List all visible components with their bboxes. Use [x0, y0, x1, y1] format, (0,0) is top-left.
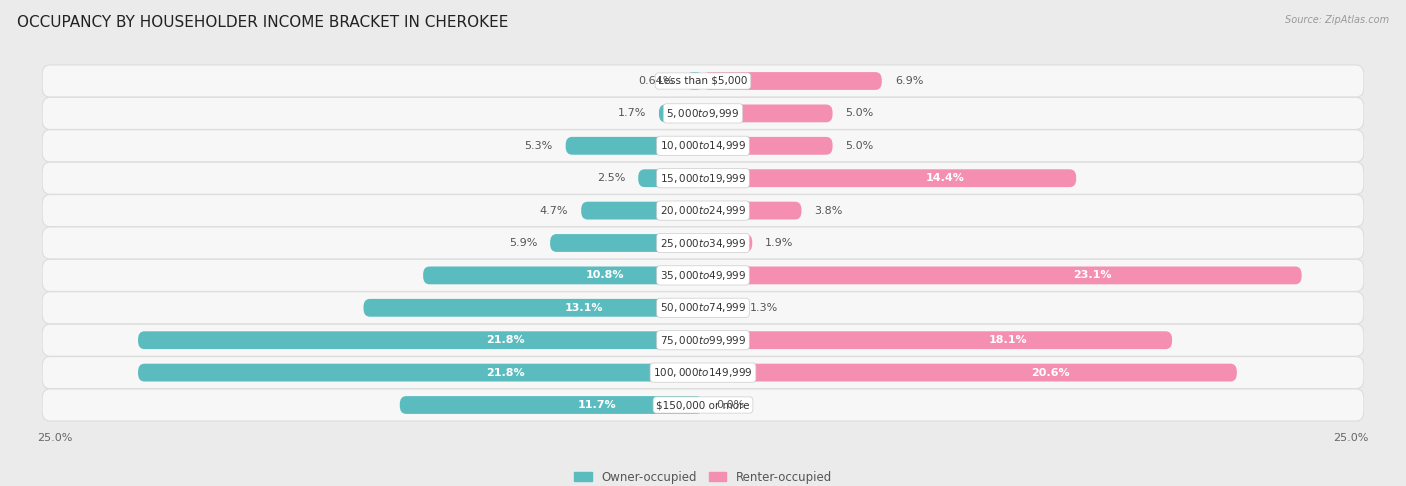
FancyBboxPatch shape: [659, 104, 703, 122]
Text: 6.9%: 6.9%: [894, 76, 924, 86]
FancyBboxPatch shape: [42, 389, 1364, 421]
FancyBboxPatch shape: [138, 331, 703, 349]
Text: 20.6%: 20.6%: [1031, 367, 1070, 378]
FancyBboxPatch shape: [703, 266, 1302, 284]
Text: 18.1%: 18.1%: [988, 335, 1028, 345]
Text: 3.8%: 3.8%: [814, 206, 842, 216]
FancyBboxPatch shape: [703, 331, 1173, 349]
FancyBboxPatch shape: [42, 65, 1364, 97]
Text: 4.7%: 4.7%: [540, 206, 568, 216]
Text: 5.9%: 5.9%: [509, 238, 537, 248]
Legend: Owner-occupied, Renter-occupied: Owner-occupied, Renter-occupied: [569, 466, 837, 486]
FancyBboxPatch shape: [703, 299, 737, 317]
FancyBboxPatch shape: [703, 104, 832, 122]
Text: 5.0%: 5.0%: [845, 108, 873, 119]
FancyBboxPatch shape: [42, 194, 1364, 226]
FancyBboxPatch shape: [638, 169, 703, 187]
Text: $75,000 to $99,999: $75,000 to $99,999: [659, 334, 747, 347]
FancyBboxPatch shape: [42, 292, 1364, 324]
Text: $10,000 to $14,999: $10,000 to $14,999: [659, 139, 747, 152]
Text: 1.7%: 1.7%: [617, 108, 645, 119]
Text: 5.0%: 5.0%: [845, 141, 873, 151]
FancyBboxPatch shape: [686, 72, 703, 90]
Text: 21.8%: 21.8%: [486, 367, 524, 378]
Text: OCCUPANCY BY HOUSEHOLDER INCOME BRACKET IN CHEROKEE: OCCUPANCY BY HOUSEHOLDER INCOME BRACKET …: [17, 15, 508, 30]
FancyBboxPatch shape: [565, 137, 703, 155]
Text: $25,000 to $34,999: $25,000 to $34,999: [659, 237, 747, 249]
Text: 5.3%: 5.3%: [524, 141, 553, 151]
Text: $50,000 to $74,999: $50,000 to $74,999: [659, 301, 747, 314]
Text: 13.1%: 13.1%: [565, 303, 603, 313]
FancyBboxPatch shape: [703, 234, 752, 252]
Text: 21.8%: 21.8%: [486, 335, 524, 345]
FancyBboxPatch shape: [703, 202, 801, 220]
Text: 14.4%: 14.4%: [927, 173, 965, 183]
Text: 0.0%: 0.0%: [716, 400, 744, 410]
Text: $15,000 to $19,999: $15,000 to $19,999: [659, 172, 747, 185]
Text: 10.8%: 10.8%: [586, 270, 624, 280]
Text: Source: ZipAtlas.com: Source: ZipAtlas.com: [1285, 15, 1389, 25]
FancyBboxPatch shape: [42, 130, 1364, 162]
Text: $100,000 to $149,999: $100,000 to $149,999: [654, 366, 752, 379]
Text: $35,000 to $49,999: $35,000 to $49,999: [659, 269, 747, 282]
FancyBboxPatch shape: [550, 234, 703, 252]
FancyBboxPatch shape: [138, 364, 703, 382]
FancyBboxPatch shape: [42, 162, 1364, 194]
Text: 1.9%: 1.9%: [765, 238, 793, 248]
Text: 2.5%: 2.5%: [598, 173, 626, 183]
FancyBboxPatch shape: [42, 260, 1364, 292]
FancyBboxPatch shape: [364, 299, 703, 317]
Text: 11.7%: 11.7%: [578, 400, 616, 410]
FancyBboxPatch shape: [703, 364, 1237, 382]
FancyBboxPatch shape: [703, 169, 1076, 187]
FancyBboxPatch shape: [703, 72, 882, 90]
FancyBboxPatch shape: [42, 97, 1364, 129]
FancyBboxPatch shape: [42, 357, 1364, 389]
Text: 23.1%: 23.1%: [1073, 270, 1111, 280]
Text: 1.3%: 1.3%: [749, 303, 778, 313]
FancyBboxPatch shape: [703, 137, 832, 155]
FancyBboxPatch shape: [42, 324, 1364, 356]
Text: $150,000 or more: $150,000 or more: [657, 400, 749, 410]
Text: Less than $5,000: Less than $5,000: [658, 76, 748, 86]
Text: $20,000 to $24,999: $20,000 to $24,999: [659, 204, 747, 217]
Text: $5,000 to $9,999: $5,000 to $9,999: [666, 107, 740, 120]
FancyBboxPatch shape: [399, 396, 703, 414]
FancyBboxPatch shape: [423, 266, 703, 284]
Text: 0.64%: 0.64%: [638, 76, 673, 86]
FancyBboxPatch shape: [581, 202, 703, 220]
FancyBboxPatch shape: [42, 227, 1364, 259]
